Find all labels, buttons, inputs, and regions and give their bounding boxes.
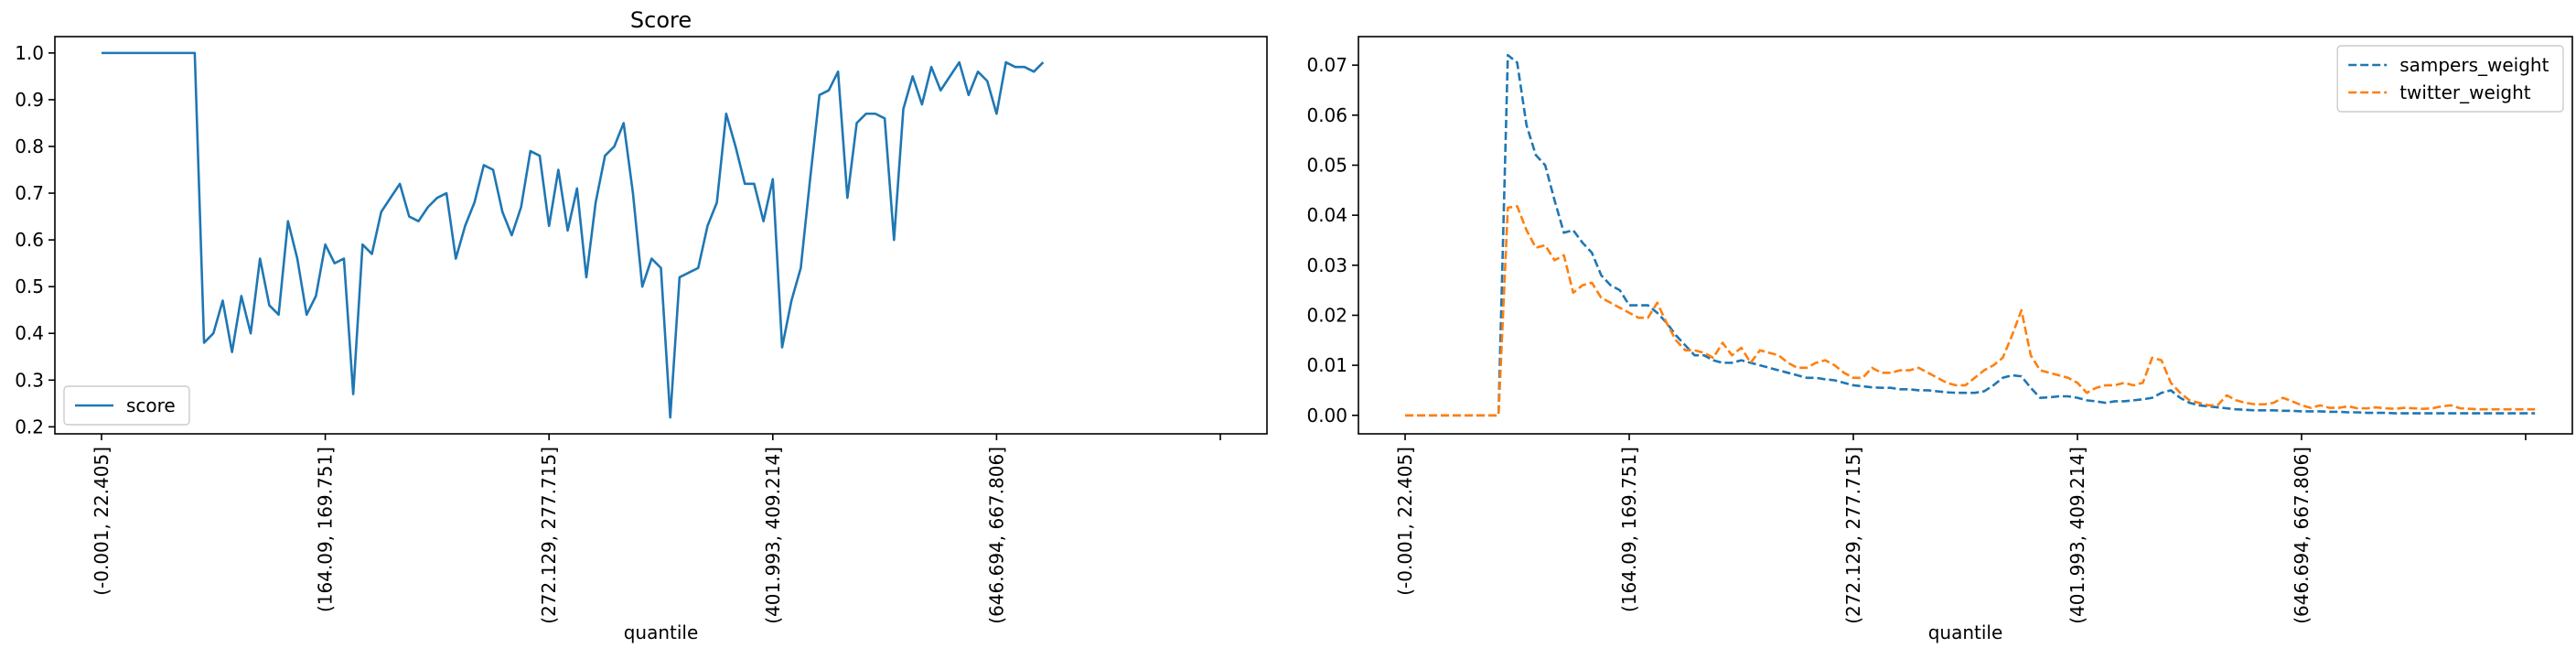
x-tick-label: (164.09, 169.751] [315, 447, 337, 612]
legend-box [63, 385, 190, 426]
y-tick-label: 0.6 [15, 229, 44, 251]
x-axis-label: quantile [624, 621, 699, 643]
axes-frame [1358, 36, 2573, 435]
x-axis-label: quantile [1928, 621, 2003, 643]
legend-box [2336, 45, 2564, 113]
legend-label: sampers_weight [2399, 54, 2549, 76]
legend-label: score [126, 394, 176, 416]
x-tick-label: (646.694, 667.806] [2291, 447, 2313, 624]
y-tick-label: 0.2 [15, 416, 44, 438]
x-tick-label: (272.129, 277.715] [538, 447, 560, 624]
legend: sampers_weight twitter_weight [2336, 45, 2564, 113]
legend-label: twitter_weight [2399, 81, 2531, 103]
y-tick-label: 1.0 [15, 42, 44, 64]
y-tick-label: 0.8 [15, 135, 44, 157]
series-line-score [101, 51, 1045, 419]
x-tick-label: (164.09, 169.751] [1618, 447, 1640, 612]
y-tick-label: 0.03 [1306, 254, 1347, 276]
x-tick-label: (401.993, 409.214] [2066, 447, 2088, 624]
x-tick-label: (-0.001, 22.405] [91, 447, 113, 596]
y-tick-label: 0.06 [1306, 104, 1347, 126]
y-tick-label: 0.5 [15, 275, 44, 297]
x-tick-label: (401.993, 409.214] [762, 447, 784, 624]
y-tick-label: 0.7 [15, 182, 44, 204]
series-line-sampers-weight [1405, 53, 2536, 417]
legend: score [63, 385, 190, 426]
x-tick-label: (-0.001, 22.405] [1394, 447, 1416, 596]
chart-title: Score [630, 7, 692, 33]
axes-frame [54, 36, 1268, 435]
y-tick-label: 0.05 [1306, 154, 1347, 176]
x-tick-label: (646.694, 667.806] [985, 447, 1007, 624]
y-tick-label: 0.04 [1306, 204, 1347, 226]
y-tick-label: 0.3 [15, 369, 44, 391]
y-tick-label: 0.00 [1306, 405, 1347, 427]
y-tick-label: 0.4 [15, 322, 44, 344]
weights-chart: 0.00 0.01 0.02 0.03 0.04 0.05 0.06 0.07 (-0.001,… [1306, 36, 2573, 643]
y-tick-label: 0.01 [1306, 354, 1347, 376]
x-tick-label: (272.129, 277.715] [1842, 447, 1864, 624]
series-line-twitter-weight [1405, 205, 2536, 417]
y-tick-label: 0.02 [1306, 304, 1347, 326]
y-tick-label: 0.07 [1306, 54, 1347, 76]
y-tick-label: 0.9 [15, 89, 44, 111]
score-chart: Score 0.2 0.3 0.4 0.5 0.6 0.7 0.8 0.9 1.0 (-0.001,… [15, 7, 1268, 643]
